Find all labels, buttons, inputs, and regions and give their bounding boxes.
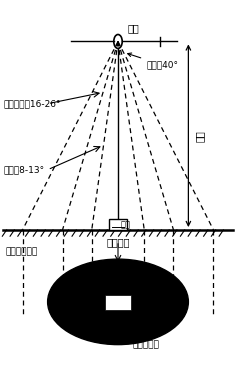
Text: 照射角8-13°: 照射角8-13° xyxy=(3,165,44,174)
Bar xyxy=(109,219,127,230)
Text: 未有效利用区: 未有效利用区 xyxy=(5,247,38,256)
Text: 焦距: 焦距 xyxy=(194,130,204,142)
Text: 辐射角40°: 辐射角40° xyxy=(128,53,178,69)
Text: 实际利用区: 实际利用区 xyxy=(132,340,159,349)
Text: 工件: 工件 xyxy=(120,220,130,229)
Text: 采用透照角16-26°: 采用透照角16-26° xyxy=(3,99,61,108)
Bar xyxy=(105,295,131,310)
Text: 焦点: 焦点 xyxy=(127,23,139,33)
Ellipse shape xyxy=(48,259,188,345)
Text: 可利用区: 可利用区 xyxy=(106,237,130,247)
